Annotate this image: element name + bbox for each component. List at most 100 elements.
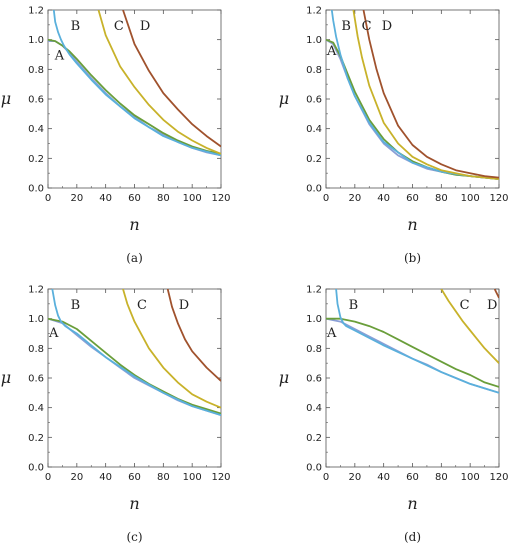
y-tick-label: 1.2: [306, 6, 322, 17]
x-tick-label: 80: [435, 193, 448, 204]
y-tick-label: 1.2: [28, 6, 44, 17]
series-line-a: [48, 40, 221, 157]
y-tick-label: 1.0: [28, 35, 44, 46]
x-tick-label: 80: [157, 193, 170, 204]
y-tick-label: 0.8: [306, 344, 322, 355]
x-tick-label: 120: [489, 193, 508, 204]
x-axis-title: n: [129, 215, 139, 234]
series-line-unlabeled: [48, 317, 221, 415]
x-tick-label: 40: [99, 472, 112, 483]
y-tick-label: 1.0: [28, 314, 44, 325]
series-line-d: [493, 289, 499, 299]
curve-label-d: D: [487, 298, 497, 313]
y-tick-label: 0.6: [28, 95, 44, 106]
series-group: [48, 289, 221, 416]
x-tick-label: 100: [461, 193, 480, 204]
curve-label-c: C: [114, 19, 124, 34]
y-tick-label: 0.0: [28, 184, 44, 195]
curve-label-c: C: [460, 298, 470, 313]
plot-frame: [47, 9, 222, 189]
curve-label-b: B: [71, 298, 81, 313]
y-tick-label: 0.8: [28, 65, 44, 76]
series-line-b: [52, 10, 221, 157]
x-tick-label: 0: [323, 193, 329, 204]
curve-label-a: A: [326, 44, 337, 59]
series-line-b: [330, 10, 499, 180]
series-line-c: [440, 289, 499, 364]
curve-label-d: D: [179, 298, 189, 313]
y-tick-label: 0.8: [306, 65, 322, 76]
curve-label-b: B: [71, 19, 81, 34]
y-axis-title: μ: [1, 368, 11, 387]
y-axis-title: μ: [279, 368, 289, 387]
curve-label-b: B: [349, 298, 359, 313]
series-line-a: [48, 317, 221, 416]
x-axis-title: n: [407, 215, 417, 234]
x-tick-label: 20: [348, 472, 361, 483]
y-tick-label: 0.6: [306, 95, 322, 106]
x-tick-label: 60: [406, 193, 419, 204]
panel-caption: (a): [126, 251, 143, 265]
series-line-d: [166, 289, 221, 382]
series-group: [326, 289, 499, 394]
chart-panel-b: 0 20 40 60 80 100 120 0.0 0.2 0.4 0.6 0.8 1.0 1.2 n μ AB…: [279, 6, 509, 266]
series-group: [326, 10, 499, 180]
y-tick-label: 0.4: [306, 124, 322, 135]
series-line-unlabeled: [326, 317, 499, 388]
y-tick-label: 0.0: [306, 463, 322, 474]
y-tick-label: 1.2: [306, 285, 322, 296]
y-tick-label: 0.6: [28, 374, 44, 385]
curve-label-c: C: [137, 298, 147, 313]
x-tick-label: 80: [157, 472, 170, 483]
series-line-d: [122, 10, 221, 148]
curve-label-c: C: [362, 19, 372, 34]
x-tick-label: 20: [70, 472, 83, 483]
y-tick-label: 0.2: [306, 433, 322, 444]
chart-panel-a: 0 20 40 60 80 100 120 0.0 0.2 0.4 0.6 0.8 1.0 1.2 n μ AB…: [1, 6, 231, 266]
x-axis-title: n: [129, 494, 139, 513]
y-axis-title: μ: [279, 89, 289, 108]
x-tick-label: 0: [323, 472, 329, 483]
y-tick-label: 0.6: [306, 374, 322, 385]
curve-label-a: A: [54, 49, 65, 64]
x-tick-label: 40: [99, 193, 112, 204]
y-tick-label: 0.4: [28, 403, 44, 414]
series-line-b: [51, 289, 221, 416]
plot-frame: [325, 288, 500, 468]
panel-caption: (b): [404, 251, 421, 265]
series-line-c: [352, 10, 499, 180]
x-tick-label: 120: [489, 472, 508, 483]
y-tick-label: 0.2: [28, 154, 44, 165]
x-tick-label: 0: [45, 472, 51, 483]
panel-caption: (d): [404, 530, 421, 544]
y-tick-label: 0.2: [28, 433, 44, 444]
x-tick-label: 100: [183, 193, 202, 204]
x-tick-label: 60: [128, 193, 141, 204]
y-tick-label: 0.0: [28, 463, 44, 474]
x-axis-title: n: [407, 494, 417, 513]
curve-label-d: D: [382, 19, 392, 34]
x-tick-label: 0: [45, 193, 51, 204]
x-tick-label: 80: [435, 472, 448, 483]
x-tick-label: 20: [70, 193, 83, 204]
y-axis-title: μ: [1, 89, 11, 108]
panel-caption: (c): [126, 530, 142, 544]
y-tick-label: 0.8: [28, 344, 44, 355]
x-tick-label: 120: [211, 193, 230, 204]
y-tick-label: 1.2: [28, 285, 44, 296]
x-tick-label: 100: [461, 472, 480, 483]
y-tick-label: 0.0: [306, 184, 322, 195]
series-line-a: [326, 38, 499, 180]
x-tick-label: 60: [128, 472, 141, 483]
x-tick-label: 60: [406, 472, 419, 483]
series-group: [48, 10, 221, 157]
series-line-c: [122, 289, 221, 409]
y-tick-label: 1.0: [306, 35, 322, 46]
series-line-d: [362, 10, 499, 179]
x-tick-label: 40: [377, 193, 390, 204]
chart-panel-d: 0 20 40 60 80 100 120 0.0 0.2 0.4 0.6 0.8 1.0 1.2 n μ AB…: [279, 285, 509, 545]
x-tick-label: 100: [183, 472, 202, 483]
series-line-unlabeled: [326, 38, 499, 180]
series-line-unlabeled: [48, 38, 221, 155]
x-tick-label: 120: [211, 472, 230, 483]
